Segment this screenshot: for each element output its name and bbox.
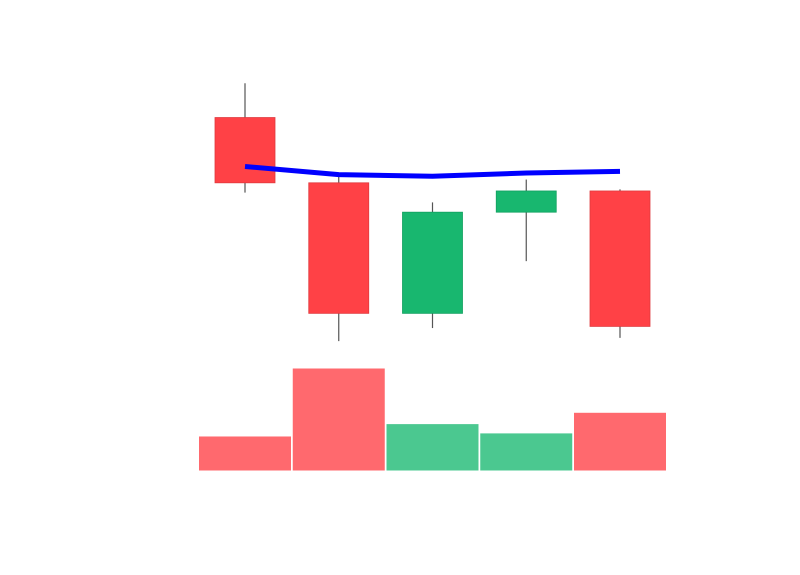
volume-bar [573, 411, 667, 472]
candle-body-up [495, 190, 557, 213]
volume-bar [385, 423, 480, 472]
volume-panel [198, 367, 667, 472]
candle-body-up [402, 211, 463, 314]
candle-body-layer [214, 117, 651, 327]
moving-average-line [244, 164, 621, 179]
volume-bar [198, 435, 292, 472]
volume-bar [291, 367, 386, 472]
candle-body-down [214, 117, 276, 184]
candle-body-down [589, 190, 651, 327]
candle-body-down [308, 182, 370, 314]
volume-bar [479, 432, 574, 472]
moving-average-layer [244, 164, 621, 179]
